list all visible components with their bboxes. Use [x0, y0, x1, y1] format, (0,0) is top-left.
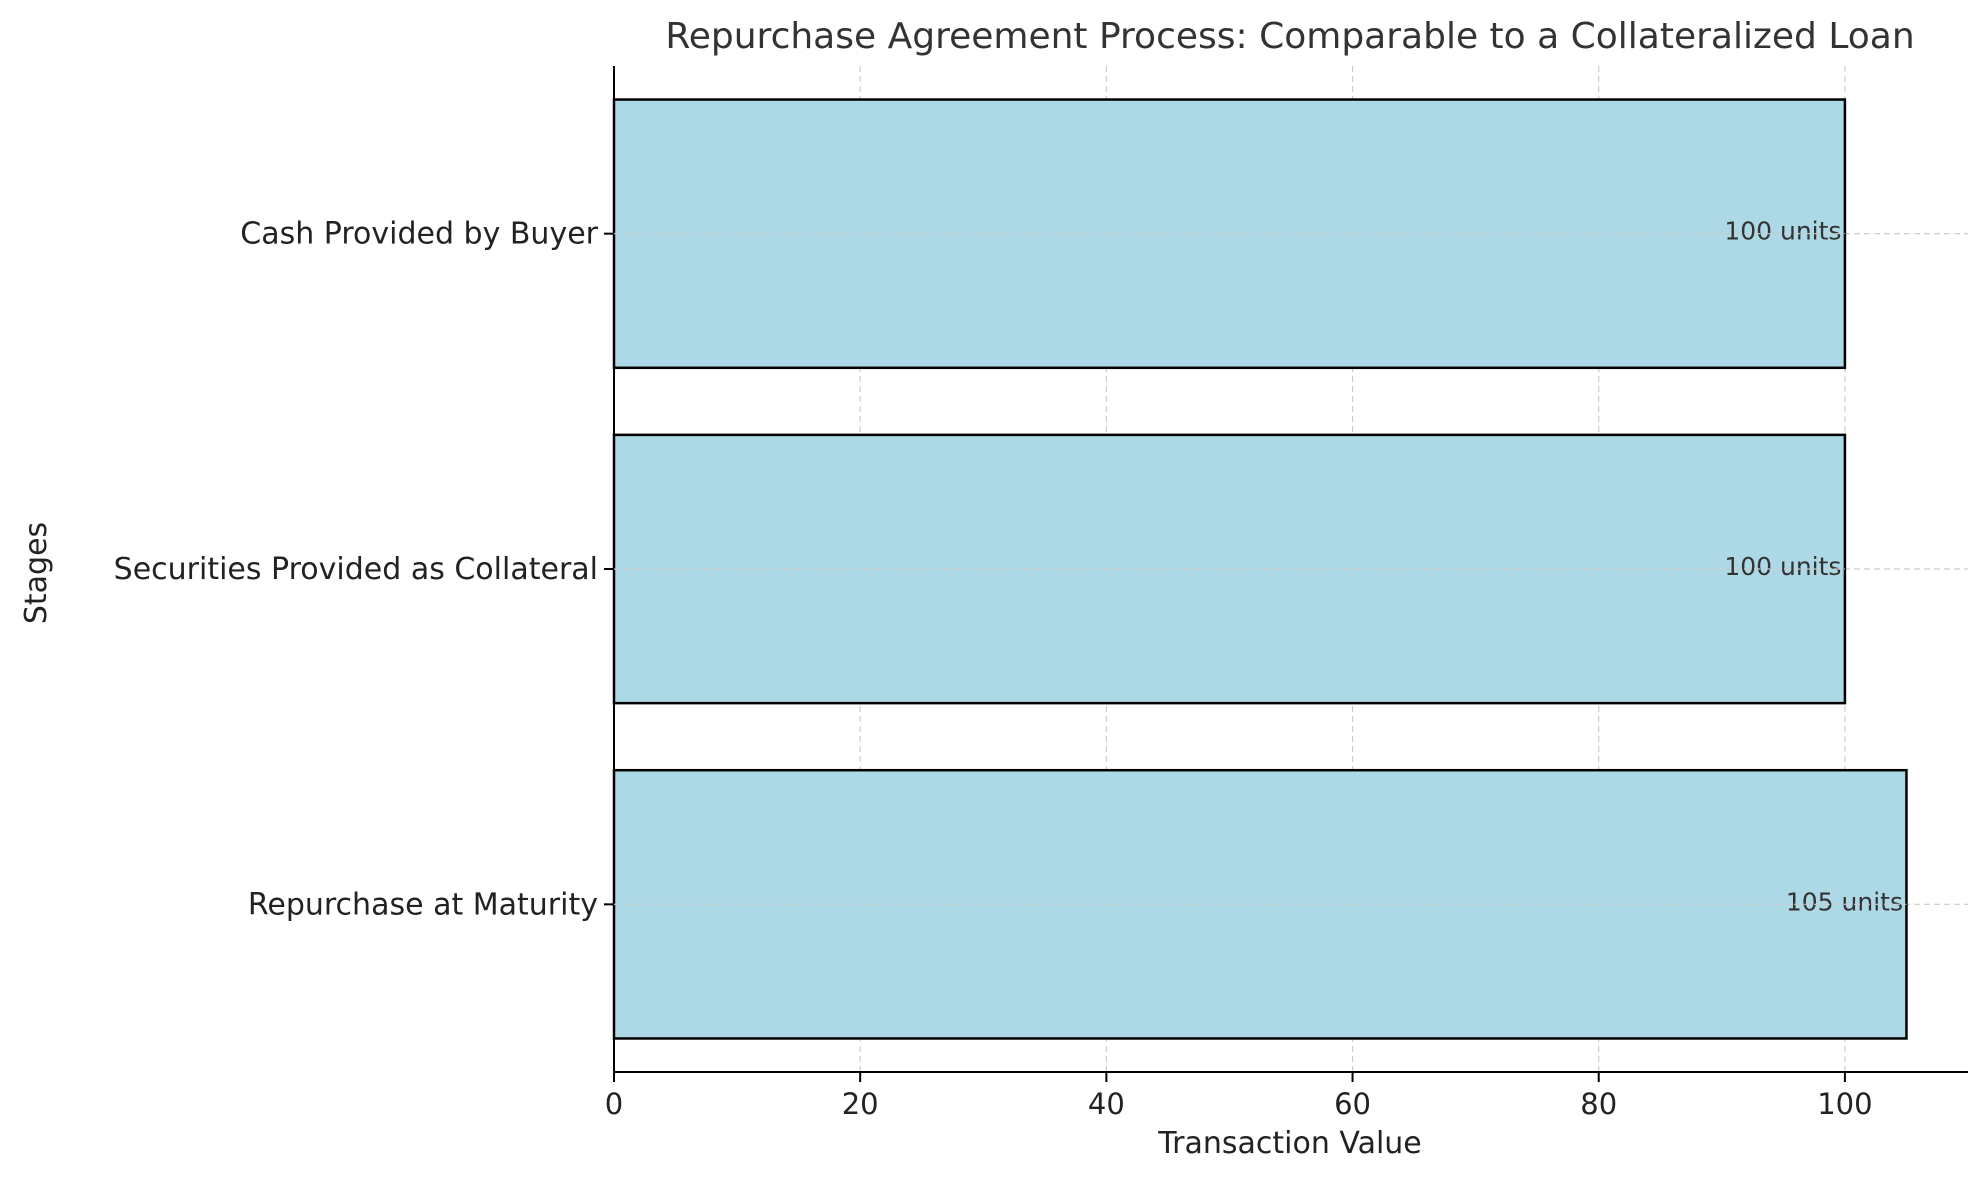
- y-category-labels: Repurchase at Maturity Securities Provide…: [114, 217, 599, 923]
- bar-value-label: 100 units: [1724, 217, 1841, 246]
- y-category-label: Repurchase at Maturity: [248, 887, 598, 922]
- x-tick-label: 20: [842, 1087, 879, 1121]
- bar-value-label: 105 units: [1786, 887, 1903, 916]
- x-tick-label: 80: [1580, 1087, 1617, 1121]
- x-tick-label: 100: [1817, 1087, 1872, 1121]
- x-tick-label: 40: [1088, 1087, 1125, 1121]
- y-axis-label: Stages: [19, 522, 54, 624]
- x-tick-label: 60: [1334, 1087, 1371, 1121]
- data-labels: 105 units 100 units 100 units: [1724, 217, 1903, 917]
- bar-value-label: 100 units: [1724, 552, 1841, 581]
- y-category-label: Securities Provided as Collateral: [114, 552, 598, 587]
- y-category-label: Cash Provided by Buyer: [240, 217, 598, 252]
- chart-title: Repurchase Agreement Process: Comparable…: [665, 16, 1914, 57]
- x-tick-label: 0: [605, 1087, 623, 1121]
- y-grid-overlay: [614, 233, 1907, 905]
- x-axis-label: Transaction Value: [1157, 1126, 1422, 1161]
- x-ticks: 0 20 40 60 80 100: [604, 232, 1873, 1121]
